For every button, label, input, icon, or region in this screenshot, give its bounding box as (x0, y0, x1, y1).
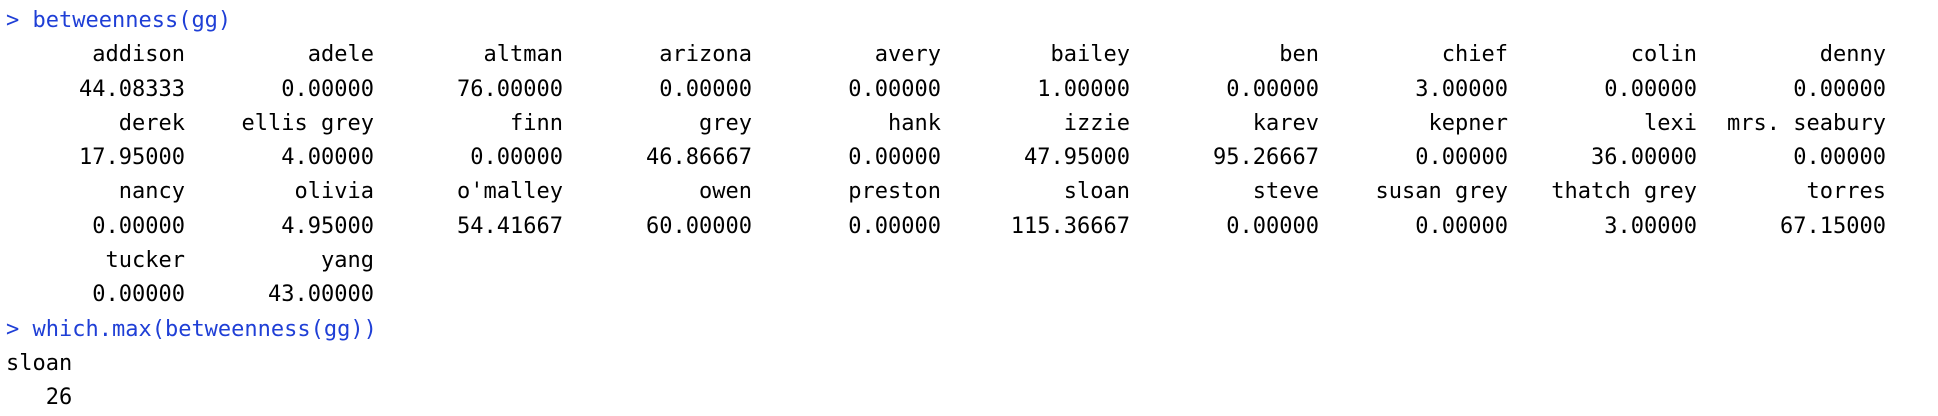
vector-name: altman (483, 42, 563, 68)
vector-value: 3.00000 (1604, 213, 1697, 239)
vector-value: 60.00000 (646, 213, 752, 239)
vector-value: 0.00000 (659, 76, 752, 102)
vector-name: ben (1279, 42, 1319, 68)
vector-name: tucker (105, 248, 185, 274)
vector-value: 0.00000 (1226, 213, 1319, 239)
vector-value: 3.00000 (1415, 76, 1508, 102)
output-names-row: tucker yang (6, 244, 1938, 278)
vector-name: finn (510, 110, 563, 136)
prompt-symbol: > (6, 8, 20, 33)
vector-value: 46.86667 (646, 145, 752, 171)
vector-name: o'malley (457, 179, 563, 205)
vector-value: 0.00000 (92, 282, 185, 308)
vector-value: 4.00000 (281, 145, 374, 171)
vector-name: addison (92, 42, 185, 68)
vector-name: izzie (1063, 110, 1130, 136)
output-names-row: derek ellis grey finn grey hank izzie karev kep… (6, 107, 1938, 141)
vector-name: yang (321, 248, 374, 274)
output-values-row: 0.00000 43.00000 (6, 278, 1938, 312)
vector-name: adele (307, 42, 374, 68)
vector-value: 43.00000 (268, 282, 374, 308)
output-values-row: 44.08333 0.00000 76.00000 0.00000 0.00000 1.0… (6, 73, 1938, 107)
vector-name: bailey (1050, 42, 1130, 68)
vector-name: mrs. seabury (1727, 110, 1886, 136)
vector-value: 115.36667 (1010, 213, 1130, 239)
vector-name: hank (888, 110, 941, 136)
vector-value: 95.26667 (1213, 145, 1319, 171)
vector-value: 0.00000 (848, 145, 941, 171)
command-text: which.max(betweenness(gg)) (32, 316, 377, 342)
vector-name: denny (1819, 42, 1886, 68)
output-names-row: addison adele altman arizona avery bailey ben c… (6, 38, 1938, 72)
command-text: betweenness(gg) (32, 8, 232, 33)
vector-name: colin (1630, 42, 1697, 68)
vector-value: 1.00000 (1037, 76, 1130, 102)
vector-value: 0.00000 (848, 76, 941, 102)
vector-name: olivia (294, 179, 374, 205)
vector-value: 36.00000 (1591, 145, 1697, 171)
vector-value: 0.00000 (92, 213, 185, 239)
vector-value: 4.95000 (281, 213, 374, 239)
vector-name: arizona (659, 42, 752, 68)
command-line-2: > which.max(betweenness(gg)) (6, 313, 1938, 347)
result-value: 26 (45, 385, 73, 411)
command-line-1: > betweenness(gg) (6, 4, 1938, 38)
betweenness-output: addison adele altman arizona avery bailey ben c… (6, 38, 1938, 312)
vector-value: 0.00000 (1415, 213, 1508, 239)
vector-name: ellis grey (241, 110, 374, 136)
vector-value: 0.00000 (1415, 145, 1508, 171)
vector-name: sloan (1063, 179, 1130, 205)
output-values-row: 17.95000 4.00000 0.00000 46.86667 0.00000 47.… (6, 141, 1938, 175)
vector-name: chief (1441, 42, 1508, 68)
result-name: sloan (6, 350, 73, 376)
vector-value: 0.00000 (1226, 76, 1319, 102)
vector-name: nancy (118, 179, 185, 205)
vector-name: avery (874, 42, 941, 68)
vector-name: thatch grey (1551, 179, 1697, 205)
prompt-symbol: > (6, 316, 20, 342)
vector-name: kepner (1428, 110, 1508, 136)
vector-name: preston (848, 179, 941, 205)
vector-value: 0.00000 (470, 145, 563, 171)
vector-value: 54.41667 (457, 213, 563, 239)
output-values-row: 0.00000 4.95000 54.41667 60.00000 0.00000 115… (6, 210, 1938, 244)
vector-name: steve (1252, 179, 1319, 205)
vector-value: 0.00000 (1793, 145, 1886, 171)
vector-value: 17.95000 (79, 145, 185, 171)
vector-name: owen (699, 179, 752, 205)
vector-name: karev (1252, 110, 1319, 136)
vector-value: 47.95000 (1024, 145, 1130, 171)
vector-value: 44.08333 (79, 76, 185, 102)
vector-value: 0.00000 (1793, 76, 1886, 102)
r-console[interactable]: > betweenness(gg) addison adele altman ariz… (6, 4, 1938, 416)
result-value-line: 26 (6, 381, 1938, 415)
vector-name: derek (118, 110, 185, 136)
vector-value: 0.00000 (281, 76, 374, 102)
vector-value: 76.00000 (457, 76, 563, 102)
vector-name: torres (1806, 179, 1886, 205)
vector-value: 67.15000 (1780, 213, 1886, 239)
vector-value: 0.00000 (848, 213, 941, 239)
vector-value: 0.00000 (1604, 76, 1697, 102)
output-names-row: nancy olivia o'malley owen preston sloan steve… (6, 175, 1938, 209)
vector-name: susan grey (1375, 179, 1508, 205)
vector-name: grey (699, 110, 752, 136)
vector-name: lexi (1644, 110, 1697, 136)
